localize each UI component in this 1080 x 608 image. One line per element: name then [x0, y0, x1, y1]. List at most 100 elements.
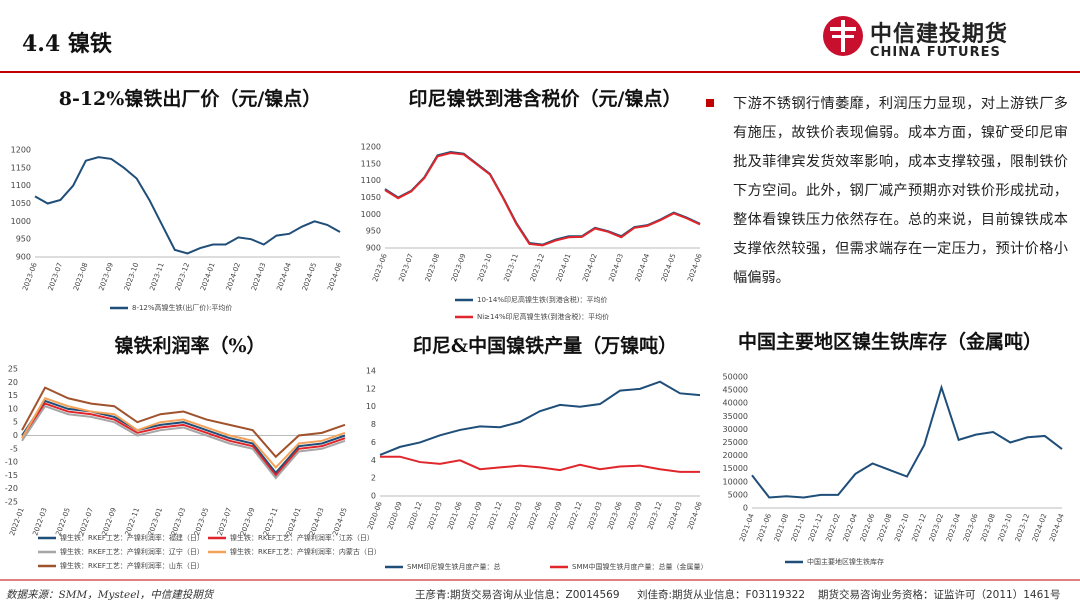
x-tick-label: 2023-04 [945, 512, 963, 543]
x-tick-label: 2021-12 [807, 513, 825, 543]
x-tick-label: 2023-10 [476, 253, 494, 283]
y-tick-label: 45000 [723, 386, 748, 395]
y-tick-label: 1150 [11, 163, 31, 172]
x-tick-label: 2021-12 [486, 501, 504, 531]
x-tick-label: 2022-03 [31, 507, 49, 537]
y-tick-label: 1200 [11, 146, 31, 155]
y-tick-label: -5 [10, 444, 18, 453]
chart-title: 中国主要地区镍生铁库存（金属吨） [738, 330, 1042, 353]
x-tick-label: 2024-03 [250, 262, 268, 292]
analyst: 刘佳奇:期货从业信息：F03119322 [637, 589, 806, 601]
y-tick-label: 10000 [723, 477, 748, 486]
x-tick-label: 2020-12 [406, 501, 424, 531]
y-tick-label: 30000 [723, 425, 748, 434]
x-tick-label: 2022-01 [8, 507, 26, 537]
x-tick-label: 2023-06 [21, 261, 39, 292]
y-tick-label: 10 [366, 402, 376, 411]
x-tick-label: 2021-04 [738, 512, 756, 543]
x-tick-label: 2022-06 [859, 512, 877, 543]
y-tick-label: 1000 [11, 217, 31, 226]
y-tick-label: 14 [366, 367, 376, 376]
y-tick-label: 0 [371, 492, 376, 501]
legend-label: Ni≥14%印尼高镍生铁(到港含税)：平均价 [477, 312, 609, 321]
legend-label: SMM中国镍生铁月度产量：总量（金属量） [572, 562, 708, 571]
x-tick-label: 2023-09 [97, 262, 115, 292]
y-tick-label: 15 [8, 391, 18, 400]
chart-title: 镍铁利润率（%） [114, 334, 265, 357]
y-tick-label: 950 [16, 235, 31, 244]
y-tick-label: 0 [743, 504, 748, 513]
y-tick-label: 25 [8, 365, 18, 374]
x-tick-label: 2022-11 [124, 507, 142, 537]
x-tick-label: 2024-01 [555, 253, 573, 283]
y-tick-label: 25000 [723, 438, 748, 447]
source: 数据来源：SMM，Mysteel，中信建投期货 [6, 589, 214, 601]
chart-title: 印尼&中国镍铁产量（万镍吨） [413, 334, 677, 357]
legend-label: 镍生铁：RKEF工艺：产镍利润率：山东（日） [60, 561, 204, 570]
x-tick-label: 2023-07 [47, 262, 65, 292]
x-tick-label: 2024-03 [607, 253, 625, 283]
y-tick-label: -10 [5, 458, 18, 467]
y-tick-label: -20 [5, 484, 18, 493]
y-tick-label: 0 [13, 431, 18, 440]
x-tick-label: 2024-04 [275, 261, 293, 292]
x-tick-label: 2021-06 [755, 512, 773, 543]
logo-mark [823, 16, 863, 56]
license: 期货交易咨询业务资格：证监许可（2011）1461号 [818, 589, 1061, 601]
x-tick-label: 2023-02 [928, 513, 946, 543]
legend-label: SMM印尼镍生铁月度产量：总 [407, 562, 501, 571]
commentary: 下游不锈钢行情萎靡，利润压力显现，对上游铁厂多有施压，故铁价表现偏弱。成本方面，… [733, 96, 1068, 286]
x-tick-label: 2023-09 [450, 253, 468, 283]
x-tick-label: 2023-09 [626, 501, 644, 531]
x-tick-label: 2020-09 [386, 501, 404, 531]
y-tick-label: 1000 [361, 210, 381, 219]
x-tick-label: 2023-03 [170, 507, 188, 537]
chart-title: 8-12%镍铁出厂价（元/镍点） [59, 87, 322, 110]
x-tick-label: 2022-08 [876, 513, 894, 543]
y-tick-label: 900 [366, 244, 381, 253]
x-tick-label: 2024-06 [326, 261, 344, 292]
y-tick-label: -25 [5, 498, 18, 507]
x-tick-label: 2022-12 [910, 513, 928, 543]
x-tick-label: 2024-05 [331, 507, 349, 537]
series-line [21, 397, 346, 469]
y-tick-label: 900 [16, 253, 31, 262]
x-tick-label: 2024-03 [308, 507, 326, 537]
x-tick-label: 2023-10 [997, 513, 1015, 543]
x-tick-label: 2024-05 [660, 253, 678, 283]
legend-label: 镍生铁：RKEF工艺：产镍利润率：辽宁（日） [60, 547, 204, 556]
x-tick-label: 2021-10 [790, 513, 808, 543]
legend-label: 镍生铁：RKEF工艺：产镍利润率：福建（日） [60, 533, 204, 542]
x-tick-label: 2023-12 [646, 501, 664, 531]
x-tick-label: 2023-08 [72, 262, 90, 292]
x-tick-label: 2024-03 [666, 501, 684, 531]
x-tick-label: 2021-06 [446, 500, 464, 531]
bullet [706, 99, 714, 107]
x-tick-label: 2023-03 [586, 501, 604, 531]
legend-label: 10-14%印尼高镍生铁(到港含税)：平均价 [477, 295, 607, 304]
y-tick-label: 1200 [361, 143, 381, 152]
legend-label: 镍生铁：RKEF工艺：产镍利润率：内蒙古（日） [230, 547, 381, 556]
y-tick-label: 1100 [11, 181, 31, 190]
x-tick-label: 2022-10 [893, 513, 911, 543]
series-line [751, 384, 1063, 499]
series-line [384, 152, 701, 247]
x-tick-label: 2023-12 [529, 253, 547, 283]
y-tick-label: 1050 [361, 193, 381, 202]
x-tick-label: 2023-08 [979, 513, 997, 543]
x-tick-label: 2023-07 [216, 507, 234, 537]
y-tick-label: 20 [8, 378, 18, 387]
x-tick-label: 2024-01 [285, 507, 303, 537]
x-tick-label: 2023-11 [148, 262, 166, 292]
y-tick-label: 1150 [361, 159, 381, 168]
x-tick-label: 2022-05 [54, 507, 72, 537]
x-tick-label: 2022-07 [77, 507, 95, 537]
x-tick-label: 2023-12 [1014, 513, 1032, 543]
series-line [380, 455, 700, 473]
x-tick-label: 2023-10 [123, 262, 141, 292]
y-tick-label: 35000 [723, 412, 748, 421]
x-tick-label: 2023-08 [424, 253, 442, 283]
x-tick-label: 2023-05 [193, 507, 211, 537]
